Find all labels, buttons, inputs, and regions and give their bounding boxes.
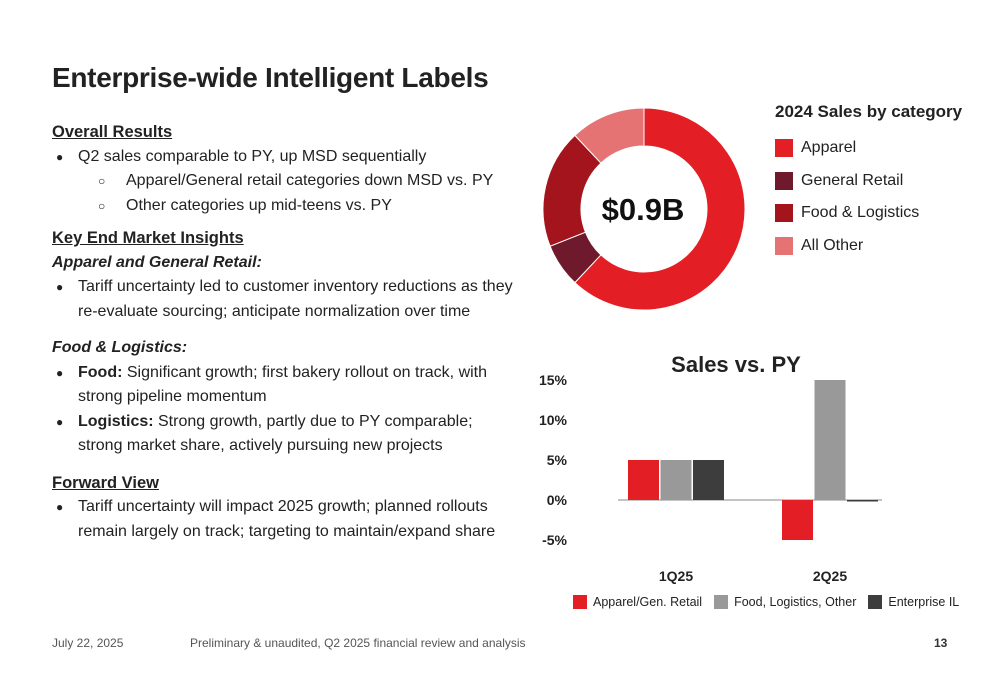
bar-chart-title: Sales vs. PY [671, 352, 801, 377]
legend-label: Food & Logistics [801, 204, 920, 222]
food-line-2: strong pipeline momentum [78, 388, 267, 405]
legend-label: Food, Logistics, Other [734, 595, 857, 609]
forward-view-list: Tariff uncertainty will impact 2025 grow… [52, 495, 522, 544]
y-tick-label: -5% [542, 532, 567, 548]
bar-apparel-gen-retail-1q25 [628, 460, 659, 500]
legend-swatch [775, 171, 793, 190]
food-logistics-list: Food: Significant growth; first bakery r… [52, 361, 522, 459]
legend-label: All Other [801, 236, 864, 254]
key-insights-heading: Key End Market Insights [52, 229, 244, 247]
y-tick-label: 15% [539, 372, 568, 388]
donut-legend: 2024 Sales by category Apparel General R… [775, 102, 962, 262]
apparel-line-1: Tariff uncertainty led to customer inven… [78, 278, 513, 295]
list-item: Food: Significant growth; first bakery r… [52, 361, 522, 410]
y-tick-label: 10% [539, 412, 568, 428]
forward-line-2: remain largely on track; targeting to ma… [78, 522, 496, 540]
bar-food-logistics-other-2q25 [814, 380, 846, 500]
donut-center-label: $0.9B [601, 192, 685, 227]
legend-swatch [714, 595, 729, 609]
apparel-subheading: Apparel and General Retail: [52, 253, 262, 271]
legend-swatch [868, 595, 883, 609]
bar-apparel-gen-retail-2q25 [782, 500, 813, 540]
list-item: Tariff uncertainty led to customer inven… [52, 275, 522, 324]
bar-legend: Apparel/Gen. Retail Food, Logistics, Oth… [573, 595, 971, 609]
bar-food-logistics-other-1q25 [660, 460, 692, 500]
x-category-label: 1Q25 [659, 568, 693, 584]
legend-label: Apparel [801, 139, 857, 157]
legend-label: Apparel/Gen. Retail [593, 595, 703, 609]
list-item: Apparel/General retail categories down M… [52, 169, 522, 194]
food-label: Food: [78, 363, 123, 381]
apparel-list: Tariff uncertainty led to customer inven… [52, 275, 522, 324]
bar-enterprise-il-1q25 [693, 460, 724, 500]
footer-note: Preliminary & unaudited, Q2 2025 financi… [190, 636, 526, 650]
y-tick-label: 0% [547, 492, 568, 508]
page-number: 13 [934, 636, 948, 650]
legend-item-food-logistics-other: Food, Logistics, Other [714, 595, 856, 609]
overall-results-list: Q2 sales comparable to PY, up MSD sequen… [52, 145, 522, 219]
food-logistics-subheading: Food & Logistics: [52, 339, 188, 356]
legend-item-general-retail: General Retail [775, 165, 962, 198]
donut-slice-apparel [574, 107, 746, 311]
legend-swatch [775, 236, 793, 255]
forward-view-heading: Forward View [52, 473, 159, 492]
food-line-1: Significant growth; first bakery rollout… [122, 363, 488, 381]
forward-line-1: Tariff uncertainty will impact 2025 grow… [78, 498, 488, 515]
list-item: Q2 sales comparable to PY, up MSD sequen… [52, 145, 522, 170]
legend-item-all-other: All Other [775, 230, 962, 263]
logistics-line-2: strong market share, actively pursuing n… [78, 437, 443, 454]
overall-results-heading: Overall Results [52, 123, 173, 141]
list-item: Logistics: Strong growth, partly due to … [52, 410, 522, 459]
y-tick-label: 5% [547, 452, 568, 468]
sales-donut-chart [542, 107, 746, 311]
left-column: Overall Results Q2 sales comparable to P… [52, 120, 522, 544]
apparel-line-2: re-evaluate sourcing; anticipate normali… [78, 302, 471, 320]
legend-label: Enterprise IL [888, 595, 960, 609]
legend-item-enterprise-il: Enterprise IL [868, 595, 959, 609]
legend-swatch [573, 595, 587, 609]
logistics-line-1: Strong growth, partly due to PY comparab… [153, 412, 473, 430]
legend-item-apparel-gen-retail: Apparel/Gen. Retail [573, 595, 702, 609]
logistics-label: Logistics: [78, 412, 154, 430]
legend-swatch [775, 139, 793, 158]
page-title: Enterprise-wide Intelligent Labels [52, 62, 489, 93]
list-item: Tariff uncertainty will impact 2025 grow… [52, 495, 522, 544]
legend-swatch [775, 204, 793, 223]
bar-enterprise-il-2q25 [847, 500, 878, 502]
legend-item-food-logistics: Food & Logistics [775, 197, 962, 230]
footer-date: July 22, 2025 [52, 636, 124, 650]
legend-item-apparel: Apparel [775, 132, 962, 165]
list-item: Other categories up mid-teens vs. PY [52, 194, 522, 219]
x-category-label: 2Q25 [813, 568, 847, 584]
donut-slice-all-other [574, 107, 645, 164]
donut-legend-title: 2024 Sales by category [775, 102, 963, 121]
legend-label: General Retail [801, 171, 904, 189]
